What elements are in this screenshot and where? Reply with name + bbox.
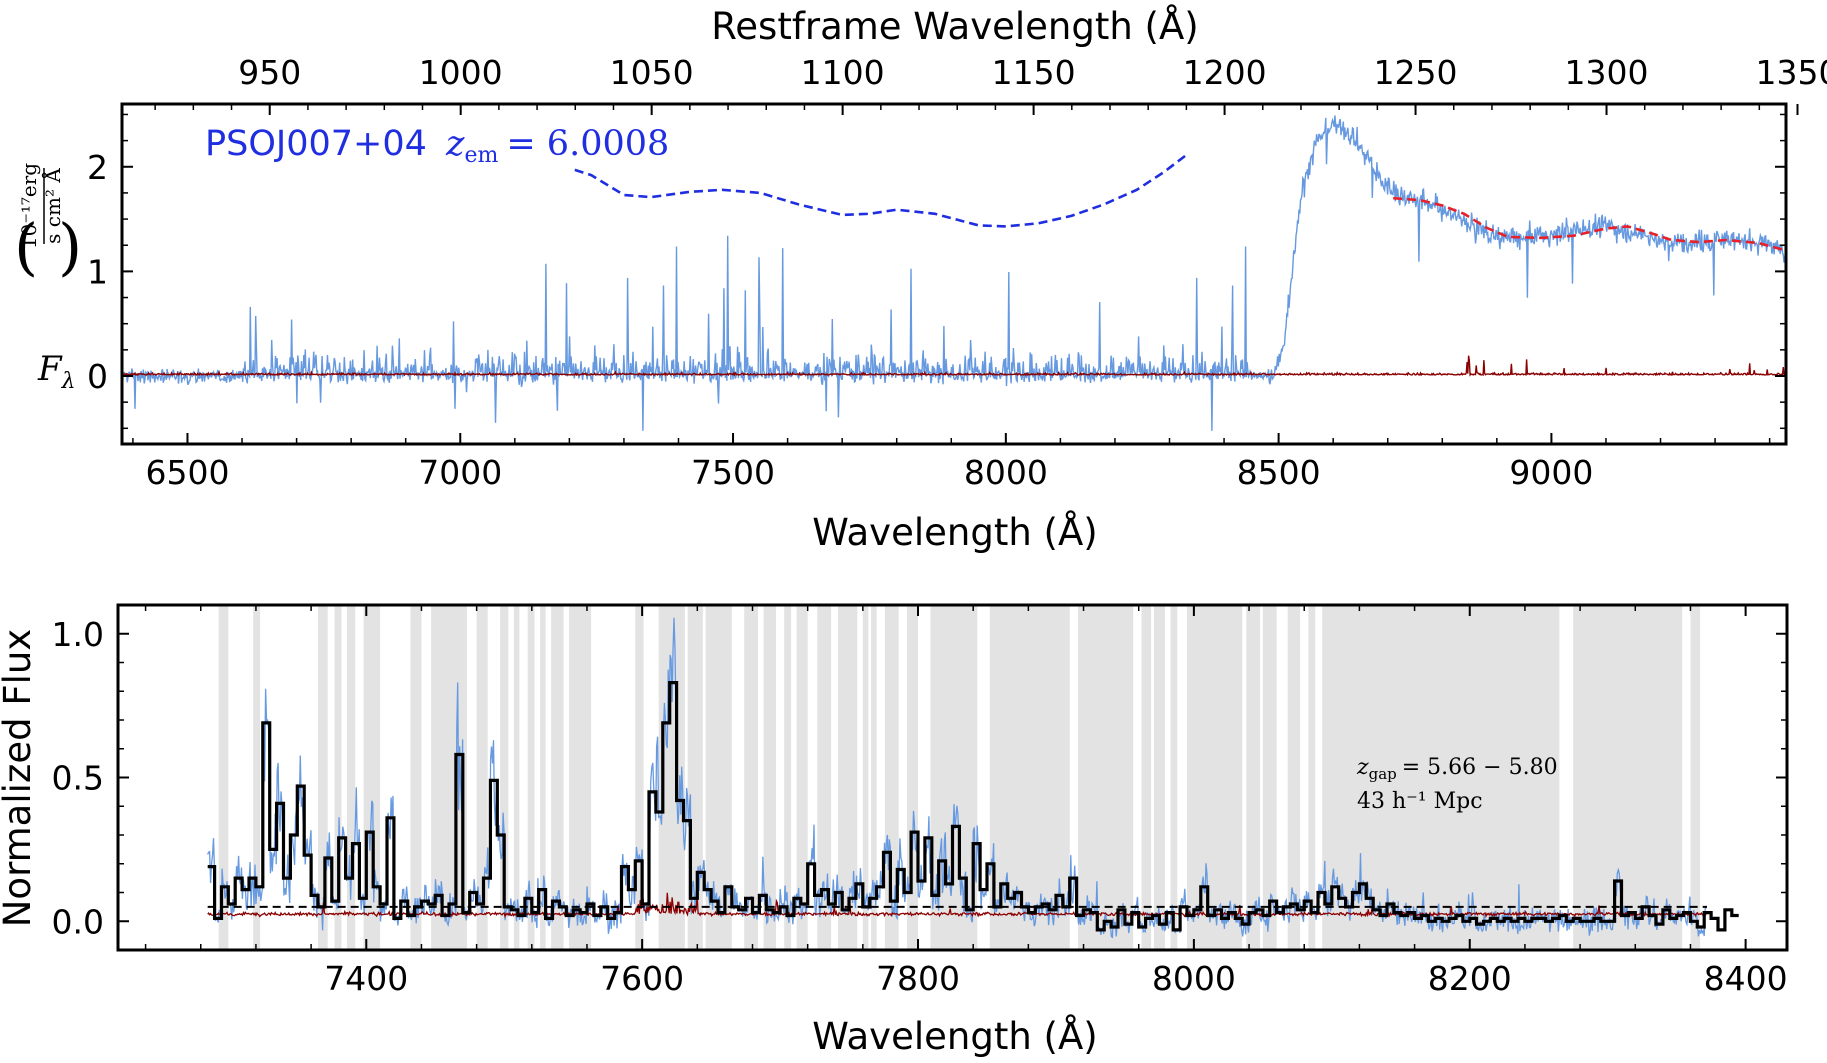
gap-shaded-region xyxy=(1262,605,1277,950)
gap-shaded-region xyxy=(817,605,832,950)
unit-paren-left: ( xyxy=(14,210,38,283)
gap-z-range: = 5.66 − 5.80 xyxy=(1402,755,1558,780)
restframe-tick-label: 950 xyxy=(238,53,301,92)
observed-flux-series xyxy=(122,115,1786,431)
gap-shaded-region xyxy=(253,605,261,950)
x-tick-label: 8400 xyxy=(1704,959,1788,998)
redshift-value: = 6.0008 xyxy=(506,124,669,164)
gap-shaded-region xyxy=(346,605,356,950)
restframe-axis-title: Restframe Wavelength (Å) xyxy=(711,4,1199,48)
y-tick-label: 0.0 xyxy=(52,902,104,941)
continuum-fit-line xyxy=(1393,196,1786,252)
restframe-tick-label: 1050 xyxy=(610,53,694,92)
quasar-name: PSOJ007+04 xyxy=(205,124,427,164)
flux-subscript: λ xyxy=(61,369,76,394)
bottom-plot-frame xyxy=(116,603,1789,952)
gap-shaded-region xyxy=(318,605,328,950)
unit-paren-right: ) xyxy=(58,210,82,283)
top-y-axis-title: Fλ ( 10⁻¹⁷erg s cm² Å ) xyxy=(14,163,82,394)
gap-shaded-region xyxy=(796,605,808,950)
gap-shaded-region xyxy=(635,605,644,950)
top-plot-area xyxy=(122,104,1786,444)
gap-annotation: zgap = 5.66 − 5.80 43 h⁻¹ Mpc xyxy=(1356,755,1558,814)
gap-shaded-region xyxy=(1573,605,1683,950)
redshift-subscript: em xyxy=(464,143,498,168)
x-tick-label: 8000 xyxy=(964,453,1048,492)
restframe-tick-label: 1100 xyxy=(801,53,885,92)
gap-shaded-region xyxy=(1170,605,1178,950)
y-tick-label: 1.0 xyxy=(52,615,104,654)
restframe-tick-label: 1300 xyxy=(1565,53,1649,92)
gap-shaded-region xyxy=(763,605,776,950)
top-plot-frame xyxy=(120,102,1788,446)
gap-shaded-region xyxy=(871,605,877,950)
gap-shaded-region xyxy=(476,605,488,950)
noise-spectrum-series xyxy=(122,355,1786,377)
redshift-symbol: z xyxy=(445,124,465,164)
x-tick-label: 8200 xyxy=(1428,959,1512,998)
x-tick-label: 7600 xyxy=(600,959,684,998)
gap-shaded-region xyxy=(1141,605,1152,950)
restframe-tick-label: 1350 xyxy=(1756,53,1827,92)
svg-text:zgap= 5.66 − 5.80: zgap = 5.66 − 5.80 xyxy=(1356,755,1558,783)
y-tick-label: 0.5 xyxy=(52,759,104,798)
gap-shaded-region xyxy=(500,605,509,950)
restframe-tick-label: 1200 xyxy=(1183,53,1267,92)
gap-shaded-region xyxy=(744,605,759,950)
restframe-tick-label: 1250 xyxy=(1374,53,1458,92)
flux-symbol: F xyxy=(37,349,63,389)
gap-shaded-region xyxy=(838,605,858,950)
restframe-tick-label: 1000 xyxy=(419,53,503,92)
gap-shaded-region xyxy=(551,605,564,950)
gap-shaded-region xyxy=(1186,605,1243,950)
gap-shaded-region xyxy=(569,605,592,950)
continuum-template-line xyxy=(574,154,1187,228)
x-tick-label: 7500 xyxy=(691,453,775,492)
x-tick-label: 7800 xyxy=(876,959,960,998)
x-tick-label: 8000 xyxy=(1152,959,1236,998)
bottom-x-axis-title: Wavelength (Å) xyxy=(812,1014,1097,1058)
x-tick-label: 7000 xyxy=(418,453,502,492)
x-tick-label: 8500 xyxy=(1237,453,1321,492)
gap-z-symbol: z xyxy=(1356,755,1369,780)
gap-shaded-region xyxy=(1078,605,1134,950)
bottom-spectrum-data xyxy=(207,605,1739,950)
bottom-y-axis-title: Normalized Flux xyxy=(0,629,39,928)
top-spectrum-data xyxy=(122,115,1786,431)
gap-shaded-region xyxy=(906,605,919,950)
gap-shaded-region xyxy=(1287,605,1301,950)
gap-shaded-region xyxy=(527,605,535,950)
gap-z-subscript: gap xyxy=(1369,765,1397,783)
quasar-label: PSOJ007+04 zem = 6.0008 xyxy=(205,124,669,168)
x-tick-label: 9000 xyxy=(1509,453,1593,492)
top-x-axis-title: Wavelength (Å) xyxy=(812,510,1097,554)
x-tick-label: 6500 xyxy=(145,453,229,492)
gap-length: 43 h⁻¹ Mpc xyxy=(1357,789,1483,814)
y-tick-label: 2 xyxy=(87,148,108,187)
gap-shaded-region xyxy=(784,605,792,950)
bottom-axis-ticks: 7400 7600 7800 8000 8200 8400 0.0 0.5 1.0 xyxy=(52,604,1788,998)
gap-shaded-region xyxy=(1308,605,1316,950)
gap-shaded-region xyxy=(540,605,546,950)
gap-shaded-region xyxy=(1690,605,1701,950)
bottom-panel: 7400 7600 7800 8000 8200 8400 0.0 0.5 1.0 Wavele… xyxy=(0,603,1789,1058)
svg-text:Fλ: Fλ xyxy=(37,349,76,394)
gap-shaded-region xyxy=(989,605,1070,950)
y-tick-label: 0 xyxy=(87,357,108,396)
unit-denominator: s cm² Å xyxy=(40,168,65,244)
unit-numerator: 10⁻¹⁷erg xyxy=(17,163,41,249)
gap-shaded-region xyxy=(218,605,229,950)
gap-shaded-region xyxy=(1246,605,1261,950)
binned-flux-series xyxy=(207,681,1739,932)
gap-shaded-region xyxy=(410,605,422,950)
gap-shaded-region xyxy=(513,605,520,950)
restframe-tick-label: 1150 xyxy=(992,53,1076,92)
x-tick-label: 7400 xyxy=(324,959,408,998)
gap-shaded-region xyxy=(1153,605,1165,950)
gap-shaded-region xyxy=(334,605,342,950)
y-tick-label: 1 xyxy=(87,252,108,291)
gap-shaded-region xyxy=(862,605,869,950)
top-panel: 6500 7000 7500 8000 8500 9000 0 1 2 950 1000 1050 11… xyxy=(14,4,1827,554)
